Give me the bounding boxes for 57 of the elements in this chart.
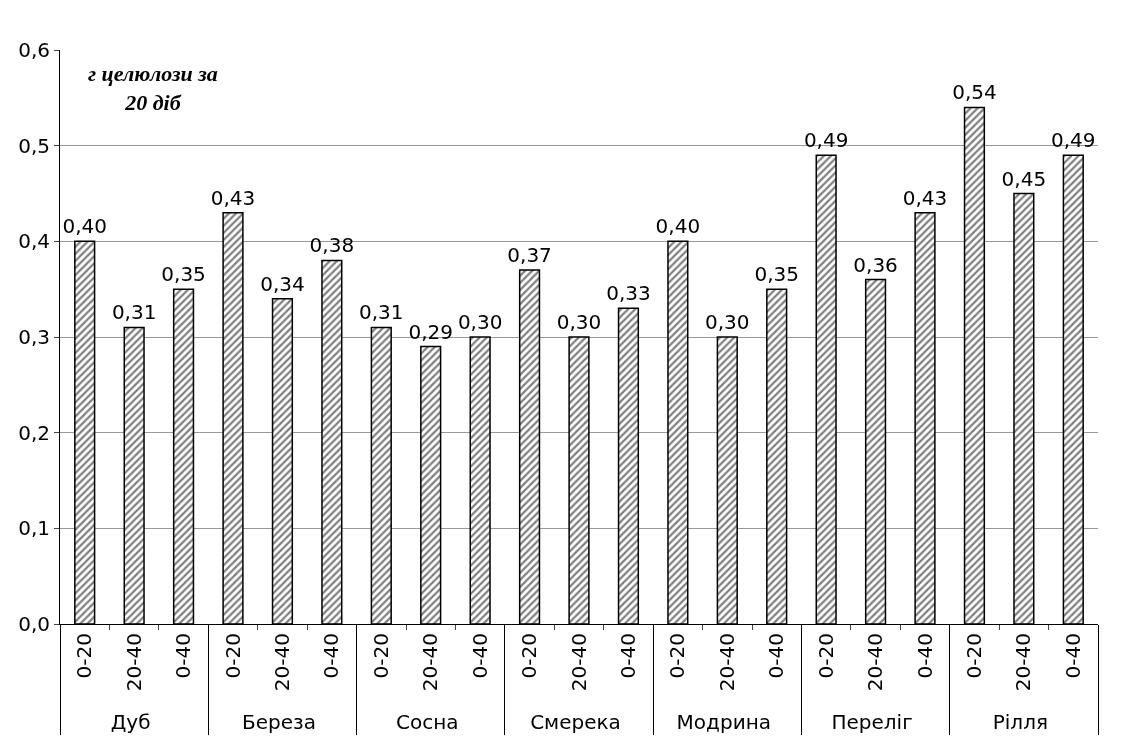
data-label: 0,35 xyxy=(161,262,206,287)
x-tick-label: 0-40 xyxy=(467,633,492,679)
y-tick-label: 0,2 xyxy=(18,420,50,445)
y-tick-label: 0,6 xyxy=(18,38,50,62)
x-tick-label: 0-40 xyxy=(764,633,789,679)
text: Переліг xyxy=(831,710,913,735)
y-tick-label: 0,5 xyxy=(18,133,50,158)
x-tick-label: 20-40 xyxy=(269,633,294,692)
x-tick-label: 20-40 xyxy=(1011,633,1036,692)
text: г целюлози за 20 діб xyxy=(88,61,218,115)
x-tick-label: 0-40 xyxy=(615,633,640,679)
x-tick-label: 20-40 xyxy=(714,633,739,692)
x-tick-label: 0-20 xyxy=(665,633,690,679)
x-tick-label: 0-40 xyxy=(171,633,196,679)
y-tick-label: 0,3 xyxy=(18,325,50,349)
data-label: 0,36 xyxy=(853,252,898,277)
data-label: 0,43 xyxy=(902,185,948,210)
data-label: 0,54 xyxy=(952,80,997,105)
data-label: 0,38 xyxy=(309,233,355,258)
text: Береза xyxy=(241,710,316,735)
data-label: 0,29 xyxy=(408,319,453,344)
data-label: 0,40 xyxy=(62,214,107,239)
data-label: 0,30 xyxy=(705,310,750,334)
data-label: 0,30 xyxy=(556,310,602,334)
x-tick-label: 0-40 xyxy=(319,633,344,679)
text: Рілля xyxy=(992,710,1048,735)
x-tick-label: 0-40 xyxy=(912,633,937,679)
x-tick-label: 0-20 xyxy=(961,633,986,679)
text: Смерека xyxy=(530,710,621,735)
text: Модрина xyxy=(676,710,771,735)
text: Дуб xyxy=(110,710,151,735)
data-label: 0,30 xyxy=(457,310,503,334)
data-label: 0,35 xyxy=(754,262,799,287)
data-label: 0,37 xyxy=(507,243,552,268)
x-tick-label: 0-40 xyxy=(1060,633,1085,679)
data-label: 0,49 xyxy=(1051,128,1096,153)
data-label: 0,40 xyxy=(655,214,701,239)
x-tick-label: 20-40 xyxy=(121,633,146,692)
x-tick-label: 0-20 xyxy=(517,633,542,679)
x-tick-label: 20-40 xyxy=(418,633,443,692)
data-label: 0,49 xyxy=(803,128,849,153)
x-tick-label: 0-20 xyxy=(72,633,97,679)
data-label: 0,31 xyxy=(111,300,157,325)
x-tick-label: 20-40 xyxy=(566,633,591,692)
data-label: 0,43 xyxy=(210,185,256,210)
text: Сосна xyxy=(395,710,459,735)
x-tick-label: 0-20 xyxy=(813,633,838,679)
y-tick-label: 0,1 xyxy=(18,516,50,541)
x-tick-label: 20-40 xyxy=(863,633,888,692)
x-tick-label: 0-20 xyxy=(368,633,393,679)
x-tick-label: 0-20 xyxy=(220,633,245,679)
y-tick-label: 0,0 xyxy=(18,612,50,636)
data-label: 0,45 xyxy=(1001,166,1047,191)
data-label: 0,34 xyxy=(260,271,305,296)
data-label: 0,33 xyxy=(606,281,651,306)
data-label: 0,31 xyxy=(359,300,404,325)
y-tick-label: 0,4 xyxy=(18,229,50,254)
